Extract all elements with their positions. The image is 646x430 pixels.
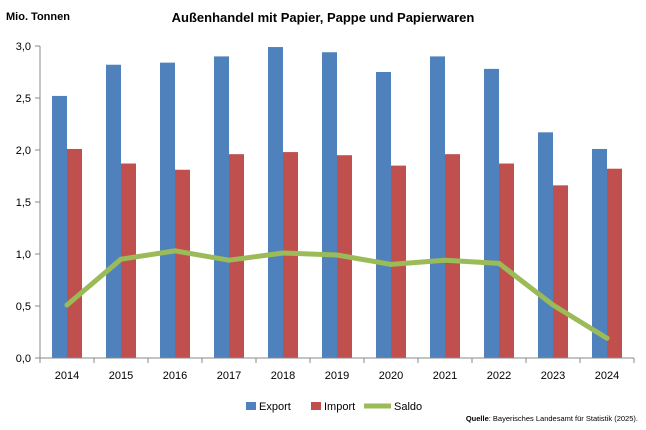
x-tick-label: 2018: [271, 370, 295, 382]
x-tick-label: 2022: [487, 370, 511, 382]
x-tick-label: 2020: [379, 370, 403, 382]
bar-export-2022: [484, 68, 499, 358]
bar-import-2016: [175, 169, 190, 358]
bar-export-2016: [160, 62, 175, 358]
bar-export-2019: [322, 52, 337, 359]
bar-export-2017: [214, 56, 229, 359]
y-tick-label: 1,5: [16, 197, 31, 209]
point-saldo-2023: [550, 302, 556, 308]
y-tick-label: 2,5: [16, 93, 31, 105]
x-tick-label: 2015: [109, 370, 133, 382]
bar-import-2015: [121, 163, 136, 358]
point-saldo-2018: [280, 250, 286, 256]
x-tick-label: 2024: [595, 370, 619, 382]
y-tick-label: 1,0: [16, 249, 31, 261]
point-saldo-2014: [64, 302, 70, 308]
unit-label: Mio. Tonnen: [6, 11, 70, 23]
bar-export-2015: [106, 64, 121, 358]
source-label: Quelle: [466, 414, 489, 423]
bar-import-2023: [553, 185, 568, 358]
source-note: Quelle: Bayerisches Landesamt für Statis…: [466, 414, 638, 423]
point-saldo-2015: [118, 256, 124, 262]
y-tick-label: 2,0: [16, 145, 31, 157]
bar-import-2017: [229, 154, 244, 358]
chart-title: Außenhandel mit Papier, Pappe und Papier…: [172, 10, 475, 25]
bar-export-2018: [268, 47, 283, 358]
source-text: : Bayerisches Landesamt für Statistik (2…: [489, 414, 638, 423]
legend-swatch-import: [311, 402, 321, 410]
bars-layer: [52, 47, 622, 359]
y-tick-label: 0,0: [16, 353, 31, 365]
point-saldo-2019: [334, 252, 340, 258]
bar-import-2014: [67, 148, 82, 358]
bar-export-2020: [376, 72, 391, 358]
bar-import-2024: [607, 168, 622, 358]
bar-export-2014: [52, 95, 67, 359]
bar-import-2022: [499, 163, 514, 358]
legend-swatch-export: [246, 402, 256, 410]
axes-layer: 0,0 0,5 1,0 1,5 2,0 2,5 3,0 2014 2015 2016 2017 201…: [16, 41, 635, 382]
point-saldo-2021: [442, 257, 448, 263]
x-tick-label: 2019: [325, 370, 349, 382]
point-saldo-2017: [226, 257, 232, 263]
point-saldo-2024: [604, 335, 610, 341]
legend-label-saldo: Saldo: [394, 401, 422, 413]
point-saldo-2020: [388, 261, 394, 267]
bar-import-2021: [445, 154, 460, 358]
x-tick-label: 2014: [55, 370, 79, 382]
y-tick-label: 0,5: [16, 301, 31, 313]
bar-export-2021: [430, 56, 445, 359]
saldo-line-layer: [64, 248, 610, 341]
point-saldo-2016: [172, 248, 178, 254]
legend-label-export: Export: [259, 401, 291, 413]
bar-export-2023: [538, 132, 553, 358]
point-saldo-2022: [496, 260, 502, 266]
x-tick-label: 2023: [541, 370, 565, 382]
x-tick-label: 2016: [163, 370, 187, 382]
x-tick-label: 2017: [217, 370, 241, 382]
x-tick-label: 2021: [433, 370, 457, 382]
legend: Export Import Saldo: [246, 401, 422, 413]
y-tick-label: 3,0: [16, 41, 31, 53]
legend-label-import: Import: [324, 401, 355, 413]
bar-export-2024: [592, 148, 607, 358]
